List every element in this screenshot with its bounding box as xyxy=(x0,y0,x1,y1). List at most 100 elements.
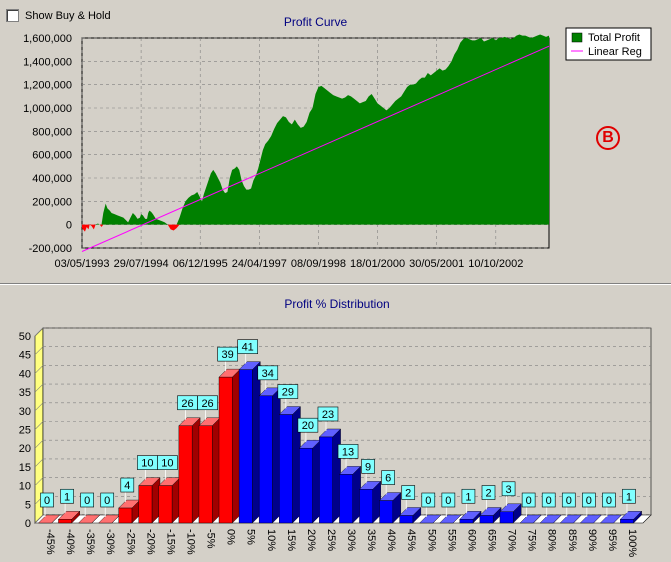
y-tick-label: 15 xyxy=(19,462,31,474)
x-tick-label: 50% xyxy=(425,529,437,551)
data-label-box xyxy=(60,488,74,504)
x-tick-label: 40% xyxy=(385,529,397,551)
y-tick-label: 0 xyxy=(66,220,72,232)
bar xyxy=(559,514,582,524)
data-label: 0 xyxy=(546,495,552,507)
data-label: 9 xyxy=(365,461,371,473)
linear-reg-line xyxy=(81,45,550,252)
bar-front xyxy=(238,369,253,524)
legend-swatch-total-profit xyxy=(571,32,583,43)
y-tick-label: 45 xyxy=(19,350,31,362)
bar-front xyxy=(359,489,373,524)
x-tick-label: -25% xyxy=(124,529,136,555)
bar xyxy=(599,514,623,524)
data-label: 34 xyxy=(262,368,274,380)
x-tick-label: 70% xyxy=(506,529,518,551)
data-label: 2 xyxy=(485,488,491,500)
y-tick-label: 25 xyxy=(19,425,31,437)
data-label-box xyxy=(582,492,596,508)
show-buy-hold-checkbox[interactable]: Show Buy & Hold xyxy=(6,9,111,22)
y-tick-label: 600,000 xyxy=(32,150,72,162)
bar-top xyxy=(419,514,442,524)
x-tick-label: -5% xyxy=(205,529,217,549)
data-label: 39 xyxy=(222,349,234,361)
data-label: 26 xyxy=(181,398,193,410)
x-tick-label: 15% xyxy=(285,529,297,551)
bar xyxy=(419,514,442,524)
data-label: 29 xyxy=(282,387,294,399)
y-tick-label: 5 xyxy=(25,499,31,511)
bar xyxy=(479,507,502,524)
y-tick-label: 20 xyxy=(19,443,31,455)
bar xyxy=(399,507,422,524)
y-gridline-depth xyxy=(34,477,44,486)
y-gridline-depth xyxy=(34,421,44,430)
x-tick-label: 29/07/1994 xyxy=(114,258,169,270)
bar-front xyxy=(158,485,173,524)
x-tick-label: 55% xyxy=(445,529,457,551)
data-label: 0 xyxy=(526,495,532,507)
data-label: 20 xyxy=(302,420,314,432)
bar xyxy=(499,503,522,524)
x-tick-label: 30% xyxy=(345,529,357,551)
bar-top xyxy=(37,514,61,524)
y-gridline-depth xyxy=(34,439,44,449)
data-label-box xyxy=(237,339,258,354)
y-tick-label: 35 xyxy=(19,387,31,399)
data-label: 0 xyxy=(104,495,110,507)
x-tick-label: 10% xyxy=(265,529,277,551)
b-badge-icon: B xyxy=(596,126,620,150)
y-tick-label: 200,000 xyxy=(32,196,72,208)
data-label: 0 xyxy=(445,495,451,507)
chart-legend: Total Profit Linear Reg xyxy=(565,27,652,61)
data-label-box xyxy=(602,492,616,508)
data-label-box xyxy=(401,485,416,500)
y-tick-label: 0 xyxy=(25,518,31,530)
bar-front xyxy=(479,515,494,524)
data-label-box xyxy=(120,477,135,493)
x-tick-label: 03/05/1993 xyxy=(54,258,109,270)
data-label: 10 xyxy=(141,458,153,470)
total-profit-area xyxy=(82,34,549,225)
x-tick-label: -45% xyxy=(44,529,56,555)
bar-top xyxy=(78,514,101,524)
x-tick-label: 80% xyxy=(546,529,558,551)
y-gridline-depth xyxy=(34,346,44,355)
bar-front xyxy=(459,519,474,524)
y-tick-label: 40 xyxy=(19,368,31,380)
x-tick-label: 5% xyxy=(245,529,257,545)
data-label: 0 xyxy=(586,495,592,507)
data-label: 0 xyxy=(566,495,572,507)
y-gridline-depth xyxy=(34,514,44,524)
bar-front xyxy=(138,485,153,524)
bar-front xyxy=(299,447,313,524)
x-tick-label: 100% xyxy=(626,529,638,557)
bar xyxy=(278,406,301,524)
x-tick-label: 35% xyxy=(365,529,377,551)
bar xyxy=(238,361,261,524)
data-label-box xyxy=(40,492,54,508)
chart-title: Profit Curve xyxy=(284,15,348,29)
bar-top xyxy=(579,514,602,524)
bar-front xyxy=(620,519,634,524)
bar-top xyxy=(519,514,542,524)
bar xyxy=(78,514,101,524)
y-tick-label: 50 xyxy=(19,331,31,343)
checkbox-box[interactable] xyxy=(6,9,19,22)
bar-front xyxy=(118,507,133,524)
x-tick-label: 85% xyxy=(566,529,578,551)
bar xyxy=(619,510,643,524)
data-label-box xyxy=(157,455,178,470)
x-tick-label: 45% xyxy=(405,529,417,551)
y-tick-label: -200,000 xyxy=(29,243,72,255)
data-label-box xyxy=(381,470,395,485)
bar-front xyxy=(379,500,393,524)
x-tick-label: 30/05/2001 xyxy=(409,258,464,270)
bar-front xyxy=(399,515,414,524)
bar xyxy=(298,439,322,524)
bar-top xyxy=(439,514,462,524)
y-gridline-depth xyxy=(34,327,44,337)
data-label-box xyxy=(622,488,636,504)
data-label: 23 xyxy=(322,409,334,421)
bar xyxy=(579,514,602,524)
